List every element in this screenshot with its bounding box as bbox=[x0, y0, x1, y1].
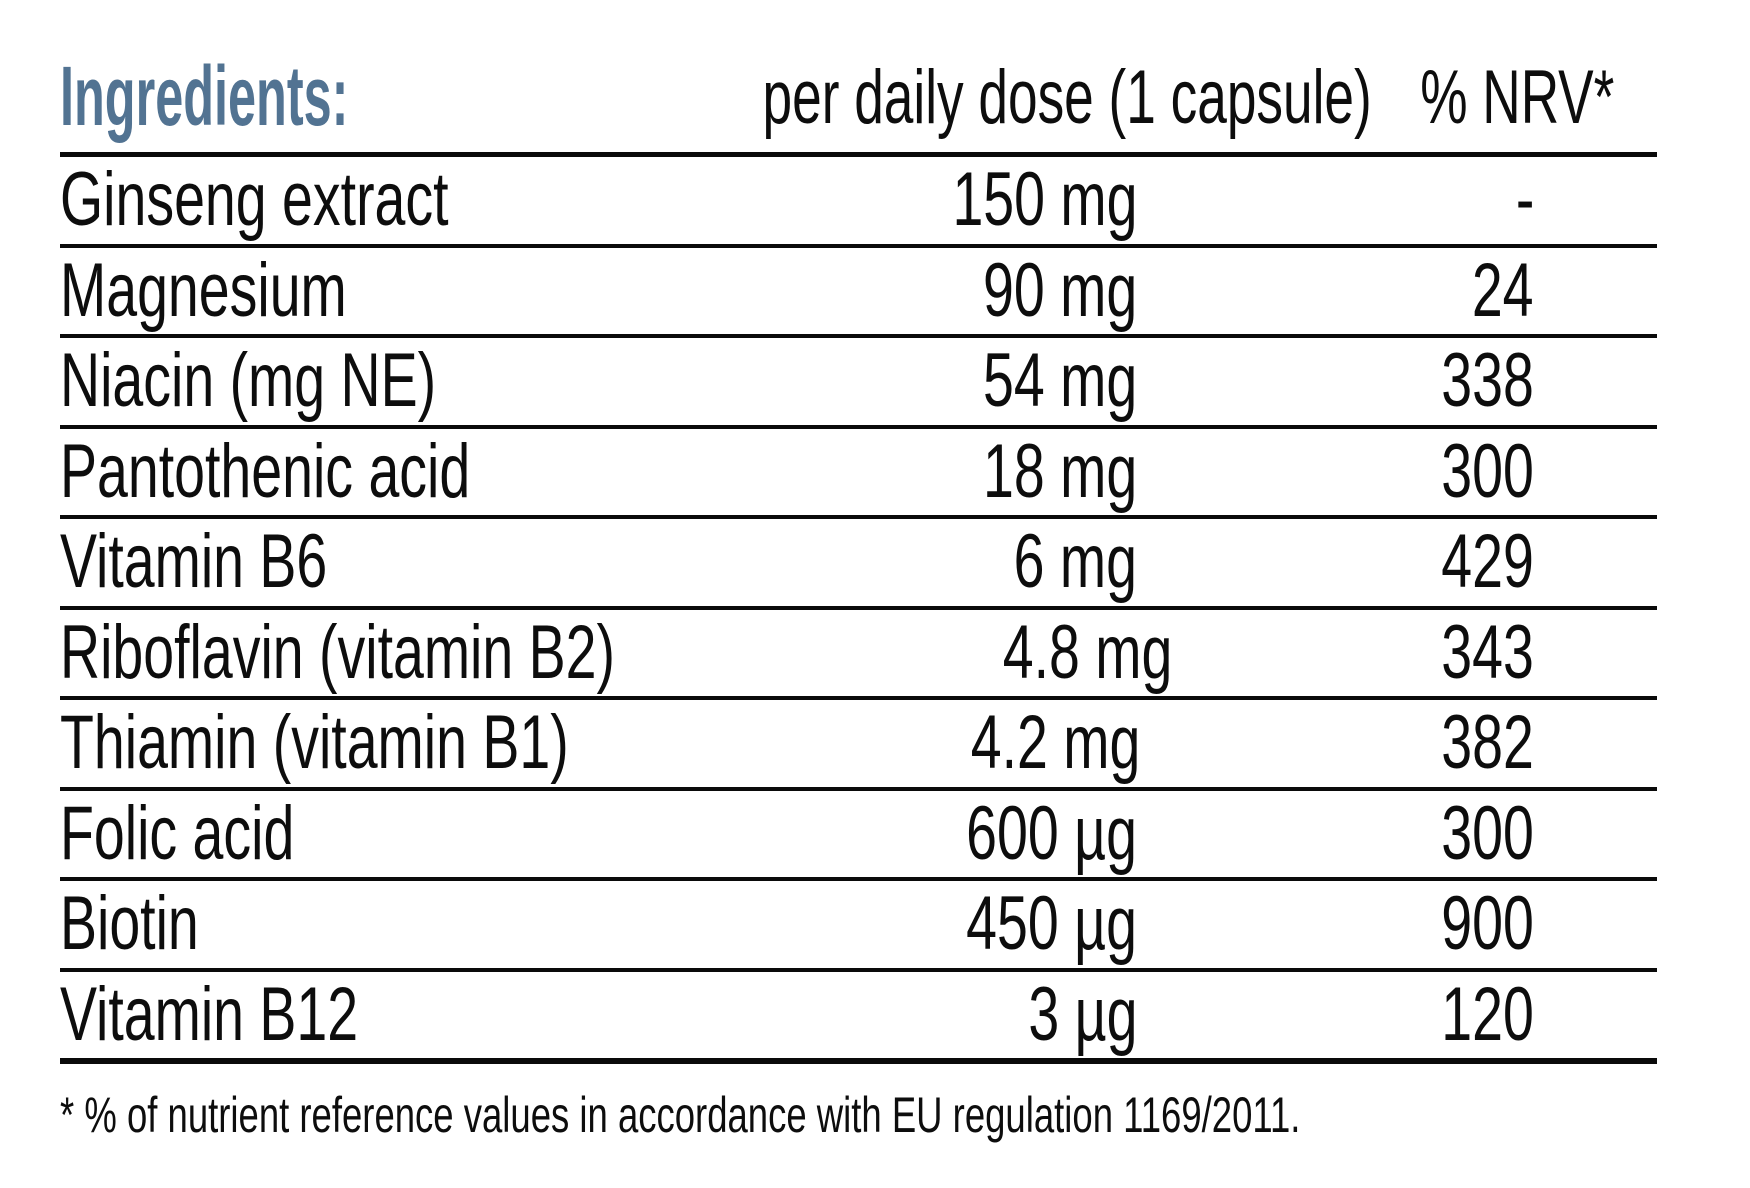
ingredients-table: Ingredients: per daily dose (1 capsule) … bbox=[60, 0, 1657, 1146]
ingredient-name: Folic acid bbox=[60, 790, 295, 876]
table-row-ginseng: Ginseng extract 150 mg - bbox=[60, 157, 1657, 248]
table-body: Ginseng extract 150 mg - Magnesium 90 mg… bbox=[60, 157, 1657, 1064]
ingredient-nrv: 338 bbox=[1441, 338, 1534, 424]
ingredient-name: Ginseng extract bbox=[60, 157, 449, 243]
table-row-magnesium: Magnesium 90 mg 24 bbox=[60, 247, 1657, 338]
ingredient-nrv: - bbox=[1515, 157, 1534, 243]
table-row-thiamin: Thiamin (vitamin B1) 4.2 mg 382 bbox=[60, 700, 1657, 791]
ingredient-name: Riboflavin (vitamin B2) bbox=[60, 609, 615, 695]
ingredient-nrv: 24 bbox=[1472, 247, 1534, 333]
ingredient-nrv: 382 bbox=[1441, 700, 1534, 786]
ingredient-nrv: 343 bbox=[1441, 609, 1534, 695]
ingredient-name: Thiamin (vitamin B1) bbox=[60, 700, 569, 786]
ingredient-dose: 18 mg bbox=[982, 428, 1137, 514]
ingredient-dose: 90 mg bbox=[982, 247, 1137, 333]
ingredient-dose: 4.2 mg bbox=[970, 700, 1141, 786]
table-header-row: Ingredients: per daily dose (1 capsule) … bbox=[60, 0, 1657, 157]
table-row-pantothenic-acid: Pantothenic acid 18 mg 300 bbox=[60, 428, 1657, 519]
table-row-folic-acid: Folic acid 600 µg 300 bbox=[60, 790, 1657, 881]
ingredient-name: Magnesium bbox=[60, 247, 347, 333]
table-row-vitamin-b6: Vitamin B6 6 mg 429 bbox=[60, 519, 1657, 610]
ingredient-nrv: 429 bbox=[1441, 519, 1534, 605]
ingredient-nrv: 120 bbox=[1441, 971, 1534, 1057]
table-row-riboflavin: Riboflavin (vitamin B2) 4.8 mg 343 bbox=[60, 609, 1657, 700]
ingredient-dose: 54 mg bbox=[982, 338, 1137, 424]
table-row-biotin: Biotin 450 µg 900 bbox=[60, 881, 1657, 972]
ingredient-dose: 150 mg bbox=[951, 157, 1137, 243]
ingredient-dose: 6 mg bbox=[1013, 519, 1137, 605]
nrv-column-header-cell: % NRV* bbox=[1258, 58, 1614, 138]
table-row-niacin: Niacin (mg NE) 54 mg 338 bbox=[60, 338, 1657, 429]
ingredient-nrv: 900 bbox=[1441, 881, 1534, 967]
nrv-footnote: * % of nutrient reference values in acco… bbox=[60, 1086, 1301, 1143]
ingredient-dose: 3 µg bbox=[1027, 971, 1137, 1057]
dose-column-header: per daily dose (1 capsule) bbox=[762, 55, 1372, 140]
ingredient-dose: 4.8 mg bbox=[1002, 609, 1173, 695]
ingredients-heading: Ingredients: bbox=[60, 49, 349, 143]
ingredient-nrv: 300 bbox=[1441, 428, 1534, 514]
nrv-footnote-row: * % of nutrient reference values in acco… bbox=[60, 1084, 1657, 1146]
ingredient-name: Niacin (mg NE) bbox=[60, 338, 437, 424]
ingredient-name: Vitamin B6 bbox=[60, 519, 328, 605]
ingredient-nrv: 300 bbox=[1441, 790, 1534, 876]
dose-column-header-cell: per daily dose (1 capsule) bbox=[632, 58, 1372, 138]
nrv-column-header: % NRV* bbox=[1419, 55, 1614, 140]
table-row-vitamin-b12: Vitamin B12 3 µg 120 bbox=[60, 972, 1657, 1058]
ingredients-heading-cell: Ingredients: bbox=[60, 54, 632, 138]
ingredient-name: Biotin bbox=[60, 881, 199, 967]
ingredient-name: Vitamin B12 bbox=[60, 971, 359, 1057]
ingredient-dose: 450 µg bbox=[966, 881, 1137, 967]
ingredient-dose: 600 µg bbox=[966, 790, 1137, 876]
ingredient-name: Pantothenic acid bbox=[60, 428, 471, 514]
